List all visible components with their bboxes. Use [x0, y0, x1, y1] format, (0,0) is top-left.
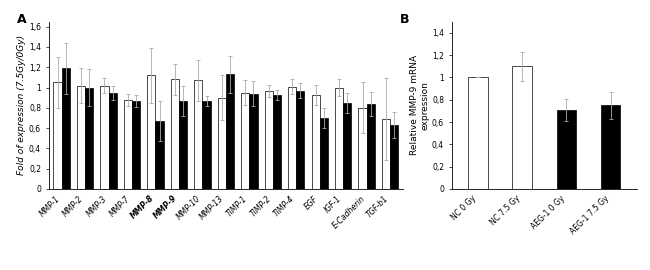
Bar: [311, 95, 320, 189]
Bar: [62, 68, 70, 189]
Bar: [194, 80, 202, 189]
Bar: [218, 98, 226, 189]
Bar: [155, 121, 164, 189]
Bar: [556, 110, 577, 189]
Bar: [171, 79, 179, 189]
Bar: [202, 101, 211, 189]
Bar: [335, 87, 343, 189]
Bar: [250, 94, 257, 189]
Bar: [109, 93, 117, 189]
Bar: [77, 86, 85, 189]
Bar: [53, 82, 62, 189]
Bar: [512, 66, 532, 189]
Bar: [320, 118, 328, 189]
Bar: [100, 86, 109, 189]
Bar: [358, 108, 367, 189]
Bar: [265, 91, 273, 189]
Bar: [468, 77, 488, 189]
Bar: [601, 105, 621, 189]
Y-axis label: Relative MMP-9 mRNA
expression: Relative MMP-9 mRNA expression: [410, 55, 429, 155]
Bar: [273, 95, 281, 189]
Bar: [226, 74, 234, 189]
Bar: [241, 93, 250, 189]
Text: B: B: [400, 13, 410, 26]
Bar: [296, 91, 304, 189]
Bar: [343, 103, 352, 189]
Bar: [85, 87, 94, 189]
Bar: [382, 119, 390, 189]
Y-axis label: Fold of expression (7.5Gy/0Gy): Fold of expression (7.5Gy/0Gy): [17, 35, 26, 175]
Bar: [288, 86, 296, 189]
Bar: [390, 125, 398, 189]
Bar: [132, 101, 140, 189]
Bar: [179, 101, 187, 189]
Bar: [148, 75, 155, 189]
Bar: [124, 100, 132, 189]
Bar: [367, 104, 375, 189]
Text: A: A: [17, 13, 27, 26]
